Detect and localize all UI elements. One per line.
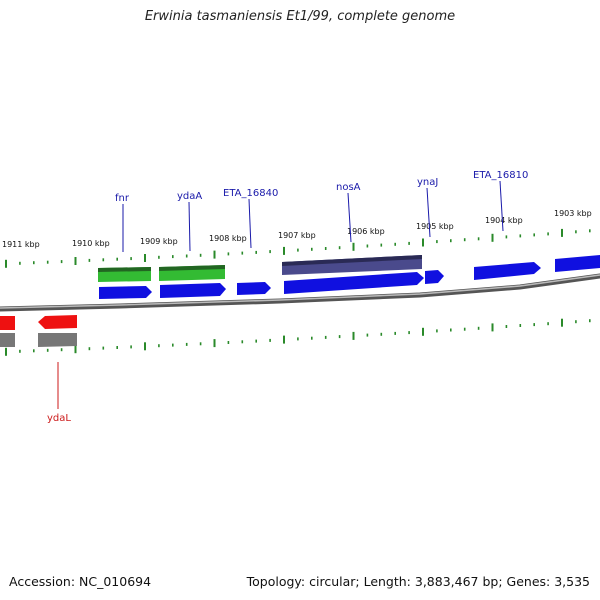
kbp-label-1909: 1909 kbp [140, 237, 178, 246]
gene-reverse-left[interactable] [0, 316, 15, 330]
accession-text: Accession: NC_010694 [9, 574, 152, 589]
kbp-label-1904: 1904 kbp [485, 216, 523, 225]
genome-summary-text: Topology: circular; Length: 3,883,467 bp… [246, 574, 590, 589]
gene-fnr[interactable] [99, 286, 152, 299]
gene-ETA_16800[interactable] [555, 255, 600, 272]
gene-ydaL[interactable] [38, 315, 77, 329]
gene-ydaA[interactable] [160, 283, 226, 298]
lower-tick-row [5, 318, 591, 356]
leader-ETA_16840 [248, 198, 252, 249]
gene-label-fnr[interactable]: fnr [115, 193, 130, 204]
genome-title: Erwinia tasmaniensis Et1/99, complete ge… [144, 9, 456, 24]
gene-ETA_16810[interactable] [474, 262, 541, 280]
gene-label-ydaA[interactable]: ydaA [177, 191, 202, 202]
kbp-label-1907: 1907 kbp [278, 231, 316, 240]
rna-feature-ydaA-shade [159, 265, 225, 271]
kbp-label-1910: 1910 kbp [72, 239, 110, 248]
leader-ynaJ [426, 187, 431, 238]
upper-tick-row [5, 228, 591, 268]
gene-label-ydaL[interactable]: ydaL [47, 413, 71, 424]
leader-ETA_16810 [499, 180, 504, 232]
gene-label-ynaJ[interactable]: ynaJ [417, 177, 438, 188]
genome-backbone-highlight [0, 274, 600, 309]
leader-nosA [347, 192, 352, 243]
gene-ynaJ[interactable] [425, 270, 444, 284]
gene-label-nosA[interactable]: nosA [336, 182, 361, 193]
kbp-label-1908: 1908 kbp [209, 234, 247, 243]
kbp-label-1905: 1905 kbp [416, 222, 454, 231]
leader-ydaA [188, 201, 191, 252]
kbp-label-1903: 1903 kbp [554, 209, 592, 218]
pseudo-feature-ydaL[interactable] [38, 333, 77, 347]
gene-label-ETA_16840[interactable]: ETA_16840 [223, 188, 278, 199]
gene-label-ETA_16810[interactable]: ETA_16810 [473, 170, 528, 181]
gene-ETA_16840[interactable] [237, 282, 271, 295]
kbp-label-1906: 1906 kbp [347, 227, 385, 236]
pseudo-feature-left[interactable] [0, 333, 15, 347]
rna-feature-fnr-shade [98, 267, 151, 272]
genome-backbone [0, 273, 600, 312]
misc-feature-nosA-shade [282, 255, 422, 266]
gene-nosA[interactable] [284, 272, 424, 294]
kbp-label-1911: 1911 kbp [2, 240, 40, 249]
